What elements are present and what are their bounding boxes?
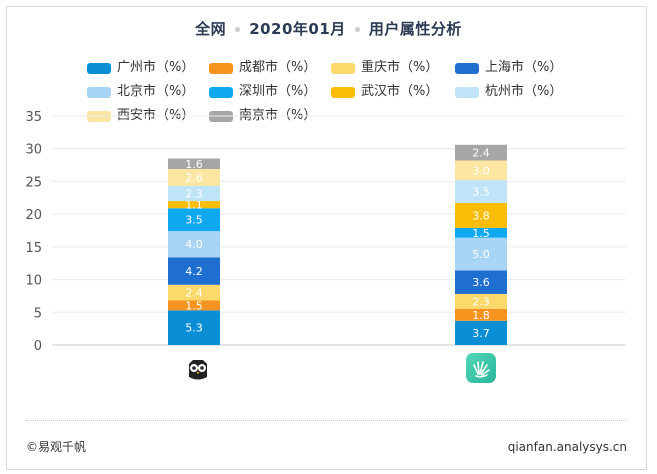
bar-segment bbox=[455, 227, 507, 238]
legend-label: 杭州市（%） bbox=[485, 84, 563, 99]
owl-icon bbox=[185, 357, 211, 383]
bar-segment bbox=[168, 284, 220, 301]
footer-source: ©易观千帆 bbox=[26, 440, 87, 454]
y-tick-label: 30 bbox=[25, 143, 42, 158]
bar-segment bbox=[168, 257, 220, 285]
data-label: 1.8 bbox=[472, 309, 490, 322]
data-label: 5.3 bbox=[185, 322, 203, 335]
bar-segment bbox=[168, 231, 220, 258]
legend-label: 重庆市（%） bbox=[361, 60, 439, 75]
bar-segment bbox=[455, 309, 507, 321]
legend-swatch bbox=[455, 87, 479, 98]
burst-icon bbox=[473, 361, 490, 378]
legend-label: 北京市（%） bbox=[117, 84, 195, 99]
bar-segment bbox=[455, 203, 507, 228]
legend-label: 上海市（%） bbox=[485, 60, 563, 75]
y-tick-label: 20 bbox=[25, 208, 42, 223]
bar-segment bbox=[455, 144, 507, 161]
y-tick-label: 25 bbox=[25, 175, 42, 190]
data-label: 3.6 bbox=[472, 276, 490, 289]
bar-segment bbox=[455, 237, 507, 271]
y-tick-label: 5 bbox=[34, 306, 42, 321]
bar-segment bbox=[455, 180, 507, 204]
green-app-icon bbox=[466, 353, 496, 383]
bar-segment bbox=[168, 186, 220, 202]
y-tick-label: 0 bbox=[34, 339, 42, 354]
bar-segment bbox=[168, 158, 220, 169]
y-tick-label: 35 bbox=[25, 110, 42, 125]
data-label: 1.5 bbox=[185, 299, 203, 312]
data-label: 1.5 bbox=[472, 227, 490, 240]
legend-swatch bbox=[331, 63, 355, 74]
data-label: 2.4 bbox=[472, 147, 490, 160]
data-label: 2.3 bbox=[185, 188, 203, 201]
legend-label: 广州市（%） bbox=[117, 60, 195, 75]
owl-app-icon bbox=[183, 355, 213, 385]
legend-label: 深圳市（%） bbox=[239, 84, 317, 99]
bar-segment bbox=[168, 208, 220, 232]
data-label: 1.1 bbox=[185, 199, 203, 212]
chart-title: 全网 2020年01月 用户属性分析 bbox=[0, 18, 657, 39]
title-scope: 全网 bbox=[195, 20, 227, 38]
bar-segment bbox=[455, 270, 507, 294]
bar-segment bbox=[168, 300, 220, 311]
bar-segment bbox=[455, 160, 507, 181]
data-label: 5.0 bbox=[472, 248, 490, 261]
legend-label: 武汉市（%） bbox=[361, 84, 439, 99]
data-label: 3.7 bbox=[472, 327, 490, 340]
title-topic: 用户属性分析 bbox=[368, 20, 462, 38]
chart-frame bbox=[6, 6, 647, 470]
data-label: 1.6 bbox=[185, 158, 203, 171]
y-tick-label: 15 bbox=[25, 241, 42, 256]
data-label: 4.0 bbox=[185, 238, 203, 251]
data-label: 3.8 bbox=[472, 209, 490, 222]
data-label: 3.5 bbox=[185, 214, 203, 227]
y-tick-label: 10 bbox=[25, 274, 42, 289]
legend-swatch bbox=[87, 87, 111, 98]
data-label: 3.0 bbox=[472, 164, 490, 177]
title-period: 2020年01月 bbox=[249, 20, 346, 38]
footer-divider bbox=[26, 420, 626, 421]
title-separator-dot bbox=[354, 27, 360, 32]
bar-segment bbox=[455, 320, 507, 345]
legend-swatch bbox=[455, 63, 479, 74]
data-label: 2.6 bbox=[185, 172, 203, 185]
legend-swatch bbox=[209, 63, 233, 74]
data-label: 2.3 bbox=[472, 295, 490, 308]
legend-swatch bbox=[331, 87, 355, 98]
legend-swatch bbox=[209, 87, 233, 98]
data-label: 3.5 bbox=[472, 186, 490, 199]
footer-site: qianfan.analysys.cn bbox=[507, 440, 627, 454]
data-label: 4.2 bbox=[185, 265, 203, 278]
bar-segment bbox=[168, 310, 220, 345]
legend-swatch bbox=[87, 63, 111, 74]
legend-label: 成都市（%） bbox=[239, 60, 317, 75]
title-separator-dot bbox=[235, 27, 241, 32]
bar-segment bbox=[168, 201, 220, 209]
data-label: 2.4 bbox=[185, 287, 203, 300]
bar-segment bbox=[455, 293, 507, 310]
bar-segment bbox=[168, 168, 220, 187]
